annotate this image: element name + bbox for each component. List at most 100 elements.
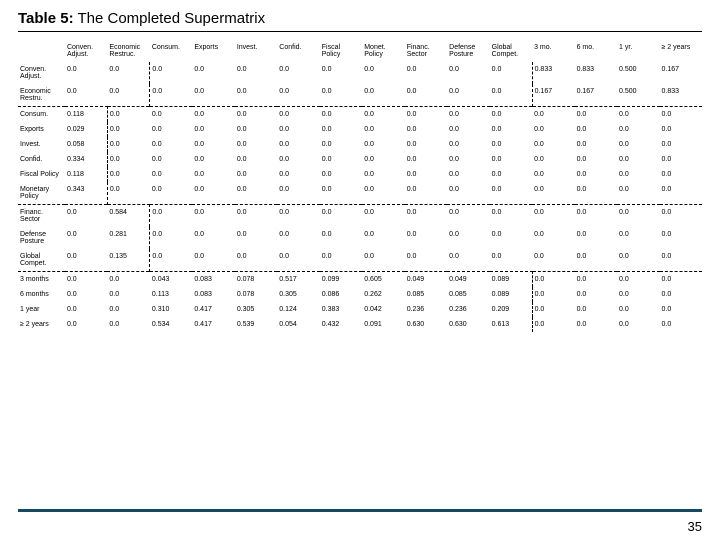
cell: 0.054: [277, 317, 319, 332]
row-label: 6 months: [18, 287, 65, 302]
table-row: Confid.0.3340.00.00.00.00.00.00.00.00.00…: [18, 152, 702, 167]
cell: 0.0: [235, 107, 277, 123]
table-row: ≥ 2 years0.00.00.5340.4170.5390.0540.432…: [18, 317, 702, 332]
cell: 0.0: [150, 249, 192, 272]
cell: 0.0: [362, 122, 404, 137]
table-caption: The Completed Supermatrix: [77, 10, 265, 27]
cell: 0.0: [362, 249, 404, 272]
cell: 0.0: [447, 152, 489, 167]
cell: 0.630: [405, 317, 447, 332]
cell: 0.281: [107, 227, 149, 249]
cell: 0.310: [150, 302, 192, 317]
cell: 0.0: [362, 152, 404, 167]
table-row: Global Compet.0.00.1350.00.00.00.00.00.0…: [18, 249, 702, 272]
cell: 0.0: [575, 122, 617, 137]
cell: 0.0: [150, 205, 192, 228]
cell: 0.058: [65, 137, 107, 152]
cell: 0.0: [447, 107, 489, 123]
cell: 0.078: [235, 287, 277, 302]
cell: 0.0: [235, 122, 277, 137]
cell: 0.0: [660, 122, 703, 137]
cell: 0.0: [107, 84, 149, 107]
cell: 0.0: [617, 182, 659, 205]
cell: 0.0: [107, 317, 149, 332]
cell: 0.0: [660, 272, 703, 288]
cell: 0.0: [405, 122, 447, 137]
cell: 0.0: [150, 167, 192, 182]
cell: 0.0: [405, 227, 447, 249]
row-label: Defense Posture: [18, 227, 65, 249]
column-header: Economic Restruc.: [107, 40, 149, 62]
cell: 0.0: [575, 302, 617, 317]
cell: 0.630: [447, 317, 489, 332]
cell: 0.0: [660, 205, 703, 228]
cell: 0.0: [362, 227, 404, 249]
cell: 0.167: [660, 62, 703, 84]
cell: 0.0: [107, 122, 149, 137]
cell: 0.0: [617, 272, 659, 288]
table-row: Fiscal Policy0.1180.00.00.00.00.00.00.00…: [18, 167, 702, 182]
cell: 0.0: [575, 107, 617, 123]
cell: 0.0: [320, 205, 362, 228]
cell: 0.0: [617, 137, 659, 152]
cell: 0.0: [235, 167, 277, 182]
cell: 0.0: [447, 122, 489, 137]
cell: 0.0: [107, 272, 149, 288]
table-number: Table 5:: [18, 10, 74, 27]
cell: 0.0: [660, 287, 703, 302]
cell: 0.0: [320, 167, 362, 182]
cell: 0.0: [575, 249, 617, 272]
cell: 0.0: [65, 317, 107, 332]
cell: 0.0: [532, 302, 574, 317]
cell: 0.0: [192, 167, 234, 182]
cell: 0.0: [65, 84, 107, 107]
cell: 0.0: [660, 182, 703, 205]
cell: 0.0: [65, 62, 107, 84]
cell: 0.0: [617, 317, 659, 332]
cell: 0.0: [277, 84, 319, 107]
row-label: Exports: [18, 122, 65, 137]
cell: 0.042: [362, 302, 404, 317]
cell: 0.0: [447, 167, 489, 182]
cell: 0.0: [320, 62, 362, 84]
row-label: Invest.: [18, 137, 65, 152]
cell: 0.0: [65, 287, 107, 302]
column-header: Invest.: [235, 40, 277, 62]
cell: 0.0: [192, 205, 234, 228]
cell: 0.0: [320, 122, 362, 137]
cell: 0.085: [447, 287, 489, 302]
cell: 0.0: [617, 122, 659, 137]
cell: 0.0: [277, 152, 319, 167]
cell: 0.0: [660, 302, 703, 317]
cell: 0.500: [617, 62, 659, 84]
table-row: Consum.0.1180.00.00.00.00.00.00.00.00.00…: [18, 107, 702, 123]
cell: 0.0: [532, 182, 574, 205]
cell: 0.0: [575, 317, 617, 332]
cell: 0.534: [150, 317, 192, 332]
cell: 0.0: [660, 152, 703, 167]
cell: 0.083: [192, 287, 234, 302]
cell: 0.0: [405, 182, 447, 205]
cell: 0.383: [320, 302, 362, 317]
cell: 0.0: [575, 182, 617, 205]
cell: 0.432: [320, 317, 362, 332]
cell: 0.0: [617, 167, 659, 182]
cell: 0.0: [405, 167, 447, 182]
table-row: 6 months0.00.00.1130.0830.0780.3050.0860…: [18, 287, 702, 302]
cell: 0.0: [277, 227, 319, 249]
column-header: Exports: [192, 40, 234, 62]
cell: 0.262: [362, 287, 404, 302]
cell: 0.0: [447, 62, 489, 84]
table-header-row: Conven. Adjust.Economic Restruc.Consum.E…: [18, 40, 702, 62]
row-label: Economic Restru.: [18, 84, 65, 107]
column-header: 6 mo.: [575, 40, 617, 62]
cell: 0.0: [490, 122, 532, 137]
cell: 0.209: [490, 302, 532, 317]
supermatrix-table: Conven. Adjust.Economic Restruc.Consum.E…: [18, 40, 702, 332]
cell: 0.0: [405, 152, 447, 167]
cell: 0.0: [447, 227, 489, 249]
cell: 0.0: [65, 302, 107, 317]
cell: 0.0: [362, 137, 404, 152]
column-header: Conven. Adjust.: [65, 40, 107, 62]
cell: 0.0: [660, 249, 703, 272]
